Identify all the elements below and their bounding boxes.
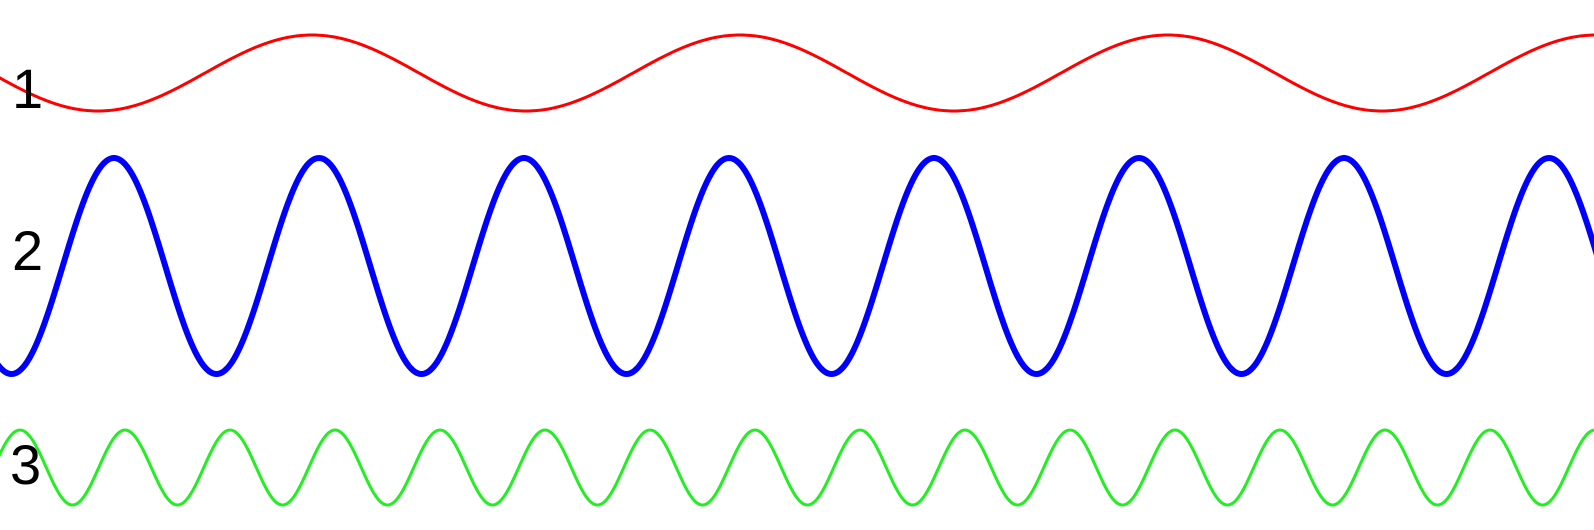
wave-3-label: 3 <box>10 433 41 496</box>
wave-2-curve <box>0 154 1594 378</box>
wave-1-curve <box>0 33 1594 113</box>
wave-2-label: 2 <box>12 219 43 282</box>
wave-1-label: 1 <box>12 57 43 120</box>
wave-3-curve <box>0 428 1594 507</box>
